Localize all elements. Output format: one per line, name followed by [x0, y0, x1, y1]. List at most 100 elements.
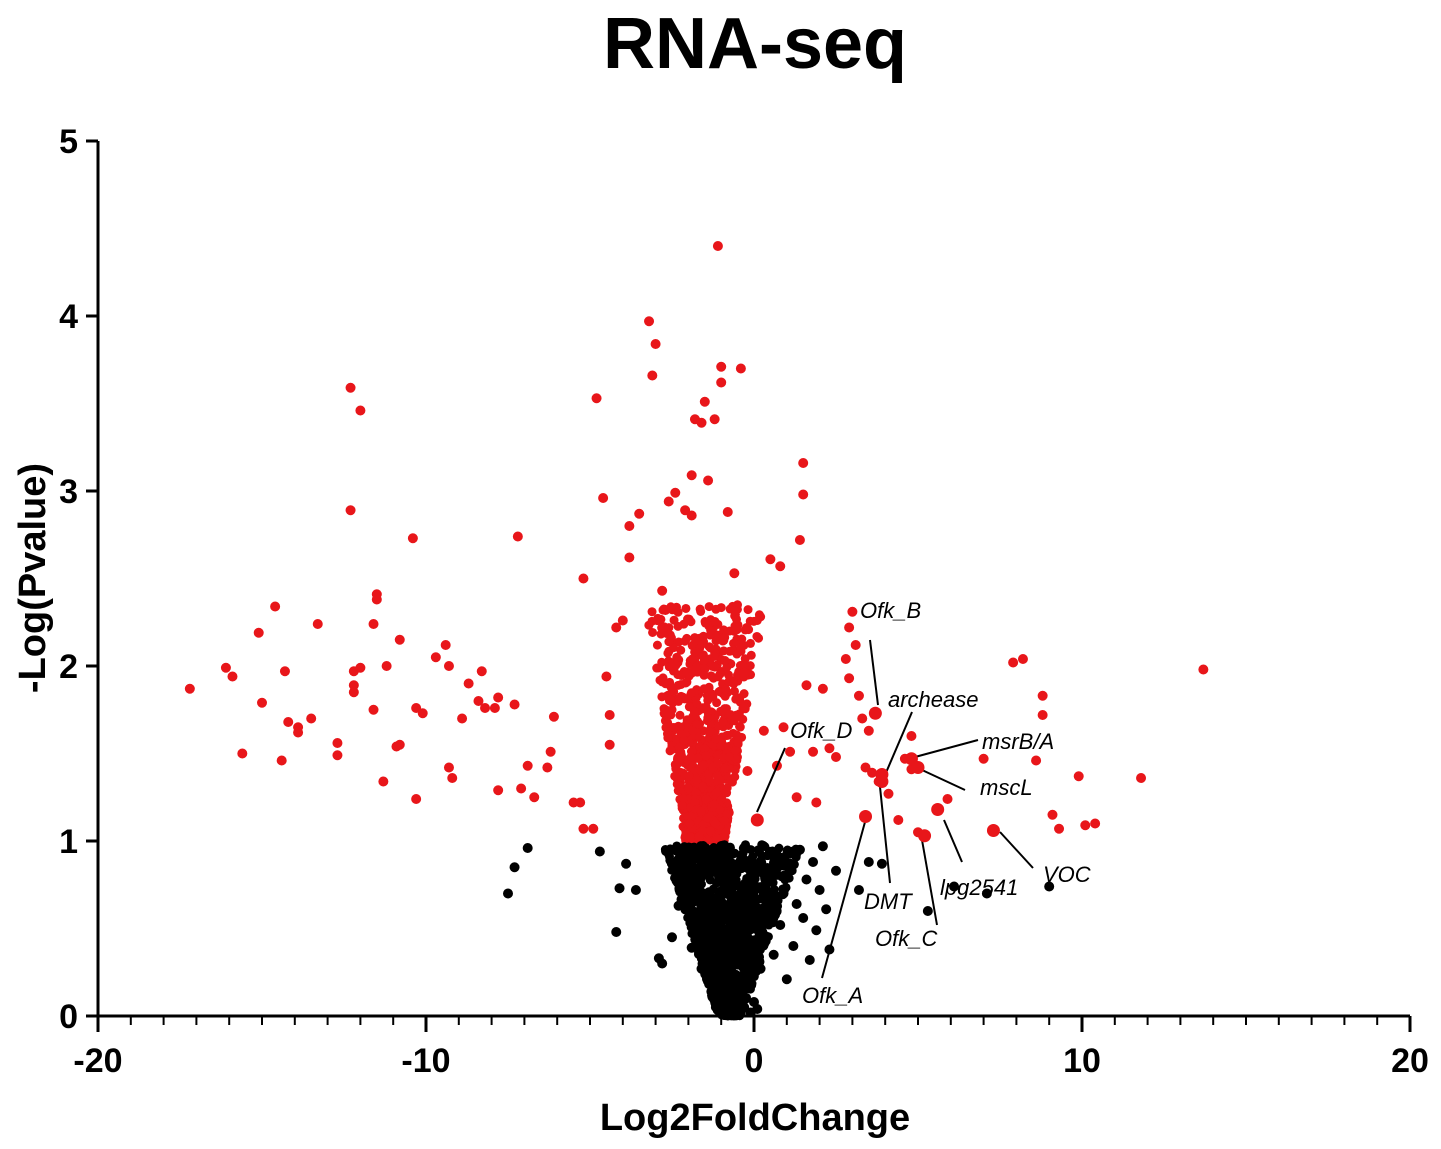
significant-point	[676, 679, 686, 689]
non-significant-point	[734, 903, 744, 913]
significant-point	[665, 695, 675, 705]
significant-point	[729, 679, 739, 689]
significant-point	[699, 670, 709, 680]
non-significant-point	[745, 916, 755, 926]
significant-point	[545, 746, 556, 757]
significant-point	[677, 800, 687, 810]
significant-point	[724, 670, 734, 680]
significant-points	[184, 241, 1209, 846]
significant-point	[720, 763, 730, 773]
annotated-point	[931, 803, 945, 816]
non-significant-point	[853, 885, 864, 895]
non-significant-point	[754, 954, 764, 964]
significant-point	[717, 707, 727, 717]
significant-point	[711, 734, 721, 744]
significant-point	[844, 622, 855, 633]
significant-point	[578, 573, 589, 584]
significant-point	[693, 753, 703, 763]
significant-point	[699, 396, 710, 407]
significant-point	[708, 692, 718, 702]
significant-point	[724, 752, 734, 762]
axes	[96, 141, 1410, 1018]
gene-annotations: Ofk_B archease Ofk_D msrB/A mscL lpg2541 VOC DM…	[750, 598, 1091, 1008]
non-significant-point	[707, 947, 717, 957]
y-tick-label: 1	[59, 823, 78, 861]
significant-point	[775, 561, 786, 572]
annotated-point	[750, 813, 764, 827]
significant-point	[683, 783, 693, 793]
non-significant-point	[712, 939, 723, 950]
significant-point	[345, 505, 356, 516]
significant-point	[447, 773, 458, 783]
significant-point	[1037, 710, 1048, 720]
y-tick-label: 2	[59, 648, 78, 686]
significant-point	[710, 819, 720, 829]
annotated-point	[859, 810, 873, 823]
significant-point	[853, 690, 864, 701]
significant-point	[719, 816, 729, 826]
non-significant-point	[696, 894, 706, 904]
significant-point	[705, 776, 715, 786]
significant-point	[694, 831, 704, 841]
significant-point	[737, 634, 747, 644]
non-significant-point	[775, 920, 786, 930]
y-tick-label: 0	[59, 998, 78, 1036]
non-significant-point	[661, 846, 671, 856]
significant-point	[811, 797, 822, 808]
significant-point	[730, 746, 740, 756]
significant-point	[371, 589, 382, 600]
annotation-leader-line	[943, 819, 963, 863]
non-significant-point	[709, 918, 719, 928]
non-significant-point	[721, 949, 731, 959]
non-significant-point	[814, 885, 825, 895]
non-significant-point	[798, 913, 809, 923]
significant-point	[601, 671, 612, 682]
significant-point	[831, 752, 841, 762]
annotation-leader-line	[914, 739, 979, 758]
significant-point	[706, 625, 716, 635]
significant-point	[1073, 771, 1084, 782]
annotation-label: msrB/A	[982, 729, 1054, 754]
significant-point	[671, 660, 681, 670]
significant-point	[716, 603, 726, 613]
non-significant-point	[771, 850, 782, 860]
significant-point	[713, 759, 723, 769]
significant-point	[670, 487, 681, 498]
significant-point	[430, 652, 441, 663]
significant-point	[1136, 773, 1147, 783]
x-axis-label: Log2FoldChange	[600, 1097, 910, 1139]
significant-point	[758, 725, 769, 736]
significant-point	[473, 696, 484, 706]
non-significant-point	[719, 873, 729, 883]
significant-point	[480, 703, 491, 713]
significant-point	[863, 725, 874, 736]
significant-point	[529, 792, 540, 803]
significant-point	[711, 833, 721, 843]
significant-point	[699, 656, 709, 666]
significant-point	[731, 713, 741, 723]
non-significant-point	[791, 852, 801, 862]
significant-point	[227, 671, 238, 682]
significant-point	[725, 646, 735, 656]
significant-point	[1198, 664, 1209, 675]
significant-point	[850, 640, 861, 650]
significant-point	[752, 631, 762, 641]
non-significant-point	[696, 963, 707, 974]
non-significant-point	[749, 935, 759, 945]
non-significant-point	[731, 875, 741, 885]
significant-point	[647, 616, 657, 626]
non-significant-point	[706, 976, 716, 986]
significant-point	[578, 823, 589, 834]
significant-point	[743, 605, 753, 615]
non-significant-point	[746, 943, 756, 953]
significant-point	[1090, 818, 1101, 829]
significant-point	[701, 794, 711, 804]
significant-point	[674, 758, 684, 768]
significant-point	[696, 417, 707, 428]
significant-point	[257, 697, 267, 708]
significant-point	[704, 602, 714, 612]
significant-point	[729, 568, 740, 579]
non-significant-point	[817, 841, 828, 852]
non-significant-point	[702, 907, 712, 917]
non-significant-point	[722, 851, 732, 861]
